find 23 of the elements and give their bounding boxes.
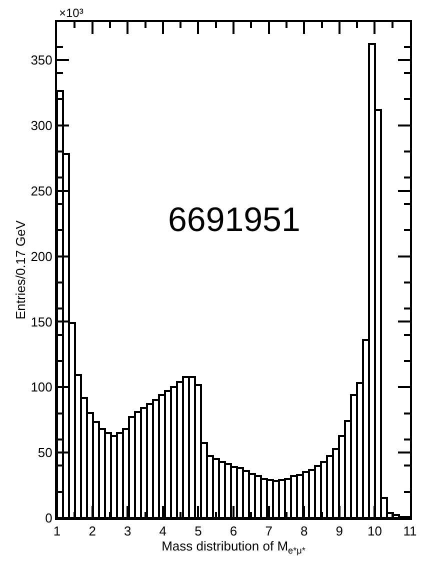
- x-tick-label: 10: [367, 524, 382, 539]
- y-tick-label: 0: [45, 510, 52, 526]
- x-tick-label: 7: [265, 524, 272, 539]
- x-tick-label: 1: [53, 524, 61, 539]
- x-axis-title: Mass distribution of M$_{e*μ*}$: [162, 538, 306, 556]
- y-tick-label: 200: [30, 248, 52, 264]
- text: ×10³: [59, 6, 84, 20]
- y-tick-label: 350: [30, 52, 52, 68]
- y-axis-title: Entries/0.17 GeV: [13, 220, 28, 320]
- y-tick-label: 150: [30, 314, 52, 330]
- x-tick-label: 2: [88, 524, 96, 539]
- y-tick-label: 250: [30, 183, 52, 198]
- x-tick-label: 4: [159, 524, 167, 539]
- x-tick-label: 9: [336, 524, 344, 539]
- x-tick-label: 6: [230, 524, 238, 539]
- x-tick-label: 3: [124, 524, 132, 539]
- annotation: 6691951: [168, 201, 300, 239]
- y-tick-label: 300: [30, 118, 52, 133]
- x-tick-label: 8: [300, 524, 308, 539]
- x-tick-label: 5: [194, 524, 202, 539]
- x-tick-label: 11: [403, 524, 417, 539]
- y-tick-label: 50: [38, 445, 52, 460]
- y-tick-label: 100: [30, 380, 52, 395]
